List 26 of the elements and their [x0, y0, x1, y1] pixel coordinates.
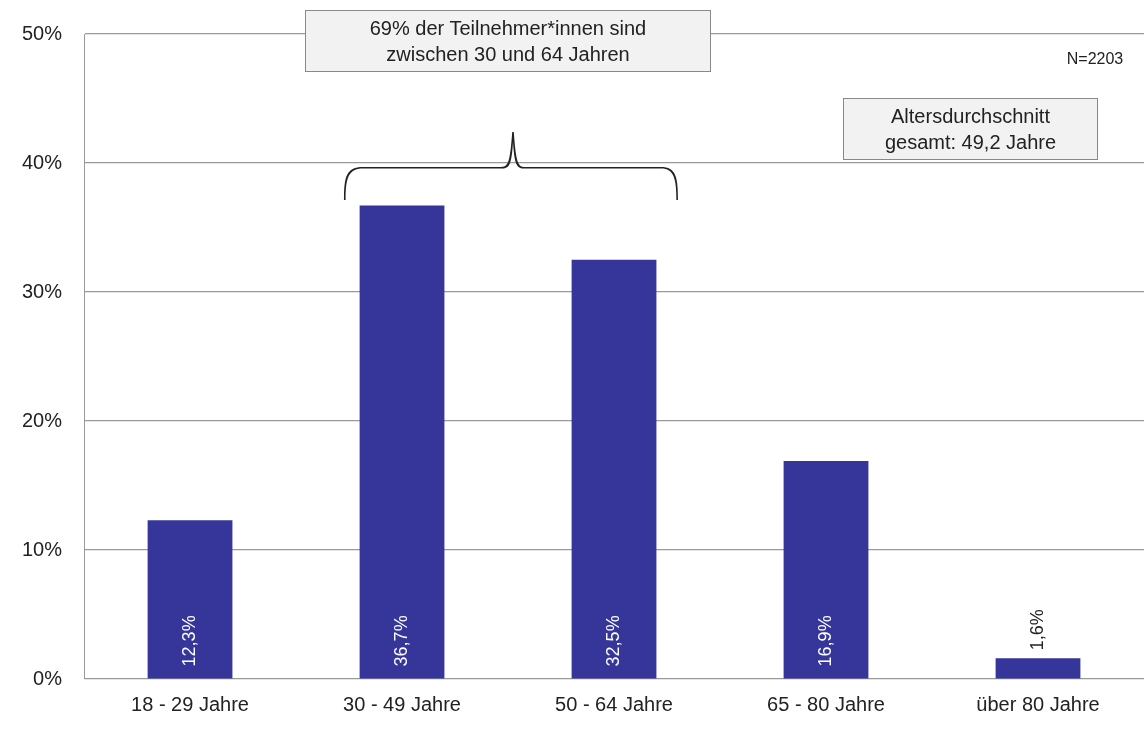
- x-tick-label: 65 - 80 Jahre: [767, 692, 885, 715]
- bar: [783, 460, 869, 679]
- y-tick-label: 20%: [22, 408, 63, 431]
- bar: [359, 205, 445, 679]
- y-tick-label: 40%: [22, 150, 63, 173]
- y-tick-label: 50%: [22, 21, 63, 44]
- callout-box: Altersdurchschnitt gesamt: 49,2 Jahre: [843, 98, 1098, 160]
- bar: [995, 658, 1081, 679]
- y-tick-label: 0%: [33, 666, 63, 689]
- callout-box: 69% der Teilnehmer*innen sind zwischen 30 und 64 Jahren: [305, 10, 711, 72]
- annotation: Altersdurchschnitt gesamt: 49,2 Jahre: [884, 105, 1057, 153]
- x-tick-label: 30 - 49 Jahre: [343, 692, 461, 715]
- annotation: N=2203: [1066, 50, 1124, 67]
- data-label: 36,7%: [390, 615, 411, 667]
- y-tick-label: 30%: [22, 279, 63, 302]
- data-label: 1,6%: [1026, 609, 1047, 651]
- bar: [147, 520, 233, 679]
- data-label: 32,5%: [602, 615, 623, 667]
- x-tick-label: über 80 Jahre: [976, 692, 1100, 715]
- bar: [571, 259, 657, 679]
- y-tick-label: 10%: [22, 537, 63, 560]
- x-tick-label: 18 - 29 Jahre: [131, 692, 249, 715]
- annotation: 69% der Teilnehmer*innen sind zwischen 30 und 64 Jahren: [369, 17, 647, 65]
- data-label: 12,3%: [179, 615, 199, 667]
- data-label: 16,9%: [814, 615, 835, 667]
- x-tick-label: 50 - 64 Jahre: [555, 692, 673, 715]
